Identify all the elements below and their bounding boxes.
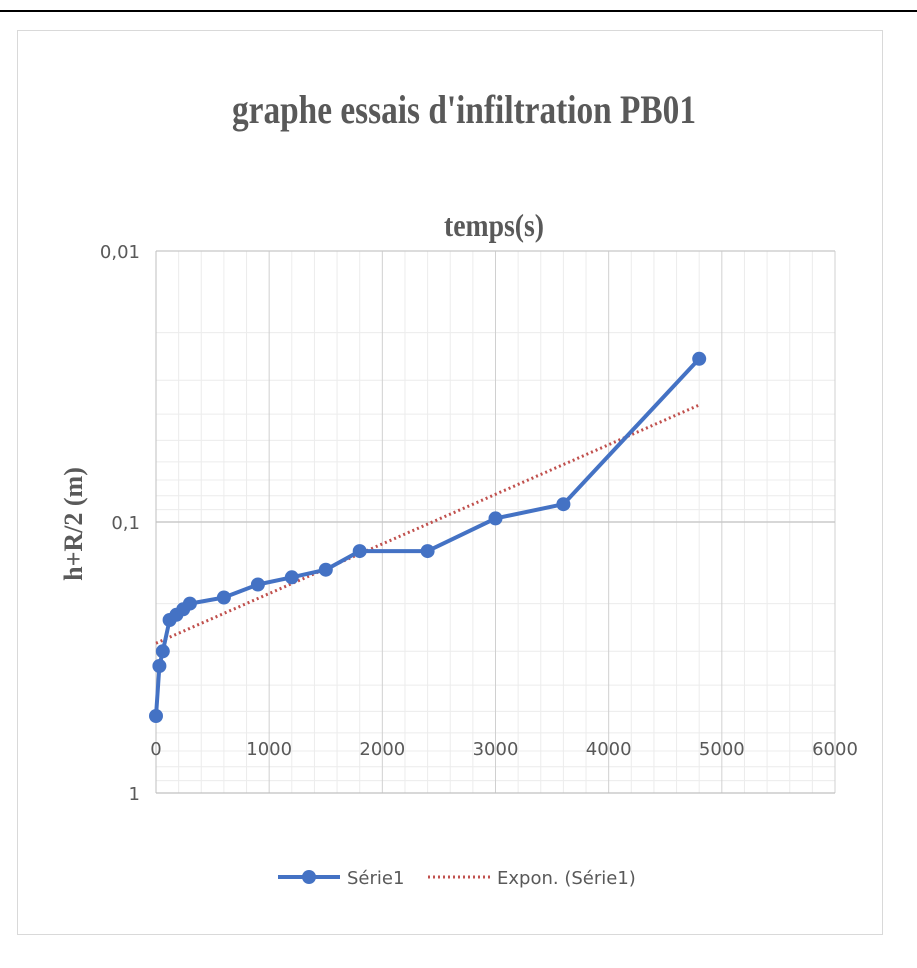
data-point <box>488 511 503 526</box>
chart-title: graphe essais d'infiltration PB01 <box>232 87 696 132</box>
x-tick-label: 4000 <box>586 739 632 760</box>
legend-series1-label: Série1 <box>347 868 404 889</box>
y-tick-label: 0,1 <box>111 513 140 534</box>
data-point <box>152 659 167 673</box>
x-tick-label: 1000 <box>246 739 292 760</box>
x-axis-title: temps(s) <box>444 207 544 243</box>
plot-area <box>149 351 707 723</box>
data-point <box>250 577 265 592</box>
trendline <box>155 403 700 645</box>
data-point <box>216 590 231 605</box>
tick-labels: 0 1000 2000 3000 4000 5000 6000 0,01 0,1 1 <box>100 242 858 805</box>
series-line <box>154 357 701 717</box>
x-tick-label: 6000 <box>812 739 858 760</box>
data-point <box>692 351 707 366</box>
y-tick-label: 0,01 <box>100 242 140 263</box>
x-tick-label: 3000 <box>473 739 519 760</box>
data-point <box>556 497 571 512</box>
y-axis-title: h+R/2 (m) <box>59 467 88 581</box>
legend-trendline-label: Expon. (Série1) <box>497 868 636 889</box>
y-tick-label: 1 <box>129 784 140 805</box>
legend-series1-marker <box>302 870 316 884</box>
data-point <box>182 596 197 611</box>
x-tick-label: 2000 <box>359 739 405 760</box>
data-point <box>284 570 299 585</box>
legend: Série1 Expon. (Série1) <box>278 868 636 889</box>
data-point <box>155 644 170 659</box>
x-tick-label: 5000 <box>699 739 745 760</box>
data-point <box>420 544 435 559</box>
top-rule <box>0 10 917 12</box>
data-point <box>318 562 333 577</box>
x-tick-label: 0 <box>150 739 161 760</box>
data-point <box>352 544 367 559</box>
data-point <box>149 709 163 723</box>
